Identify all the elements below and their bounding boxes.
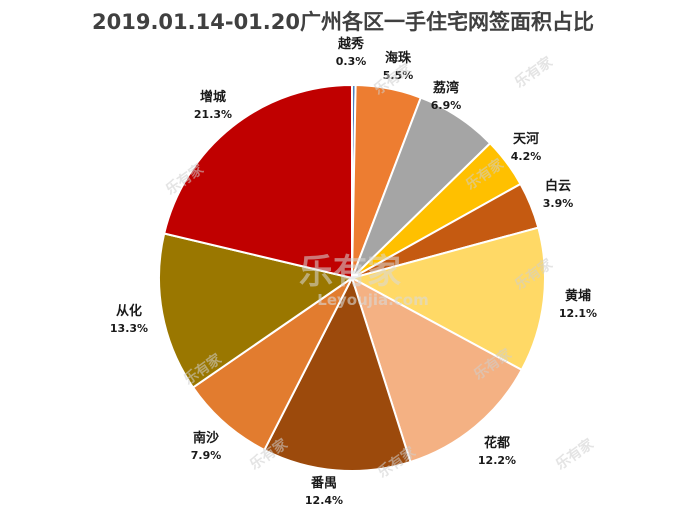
pie-slices: [158, 83, 546, 472]
slice-name-label: 黄埔: [565, 288, 591, 304]
slice-percent-label: 7.9%: [191, 449, 222, 462]
slice-percent-label: 12.1%: [559, 307, 597, 320]
pie-slice-8: [263, 275, 412, 472]
slice-name-label: 荔湾: [432, 80, 459, 96]
pie-slice-11: [162, 83, 353, 280]
pie-slice-7: [350, 275, 524, 464]
slice-name-label: 天河: [513, 131, 539, 147]
slice-name-label: 越秀: [337, 36, 365, 52]
slice-percent-label: 3.9%: [543, 197, 574, 210]
pie-slice-6: [349, 226, 546, 372]
slice-name-label: 花都: [484, 435, 510, 451]
watermark-brand: 乐有家: [512, 53, 557, 92]
pie-slice-9: [191, 277, 353, 452]
slice-name-label: 海珠: [385, 50, 412, 66]
slice-percent-label: 0.3%: [336, 55, 367, 68]
watermark-url: Leyoujia.com: [317, 291, 428, 309]
watermark-logo: 乐有家: [299, 252, 401, 292]
watermark-brand: 乐有家: [553, 435, 598, 474]
pie-slice-10: [158, 232, 355, 389]
slice-name-label: 番禺: [310, 475, 337, 491]
slice-name-label: 白云: [545, 178, 571, 194]
slice-percent-label: 13.3%: [110, 322, 148, 335]
slice-percent-label: 21.3%: [194, 108, 232, 121]
pie-labels: 越秀 0.3% 海珠 5.5% 荔湾 6.9% 天河 4.2% 白云 3.9% 黄埔 12.1% 花都 1…: [110, 36, 597, 507]
slice-percent-label: 12.2%: [478, 454, 516, 467]
slice-name-label: 从化: [116, 303, 142, 319]
slice-percent-label: 4.2%: [511, 150, 542, 163]
chart-title: 2019.01.14-01.20广州各区一手住宅网签面积占比: [92, 10, 594, 34]
slice-percent-label: 6.9%: [431, 99, 462, 112]
slice-percent-label: 12.4%: [305, 494, 343, 507]
slice-percent-label: 5.5%: [383, 69, 414, 82]
slice-name-label: 增城: [200, 89, 226, 105]
slice-name-label: 南沙: [193, 430, 219, 446]
